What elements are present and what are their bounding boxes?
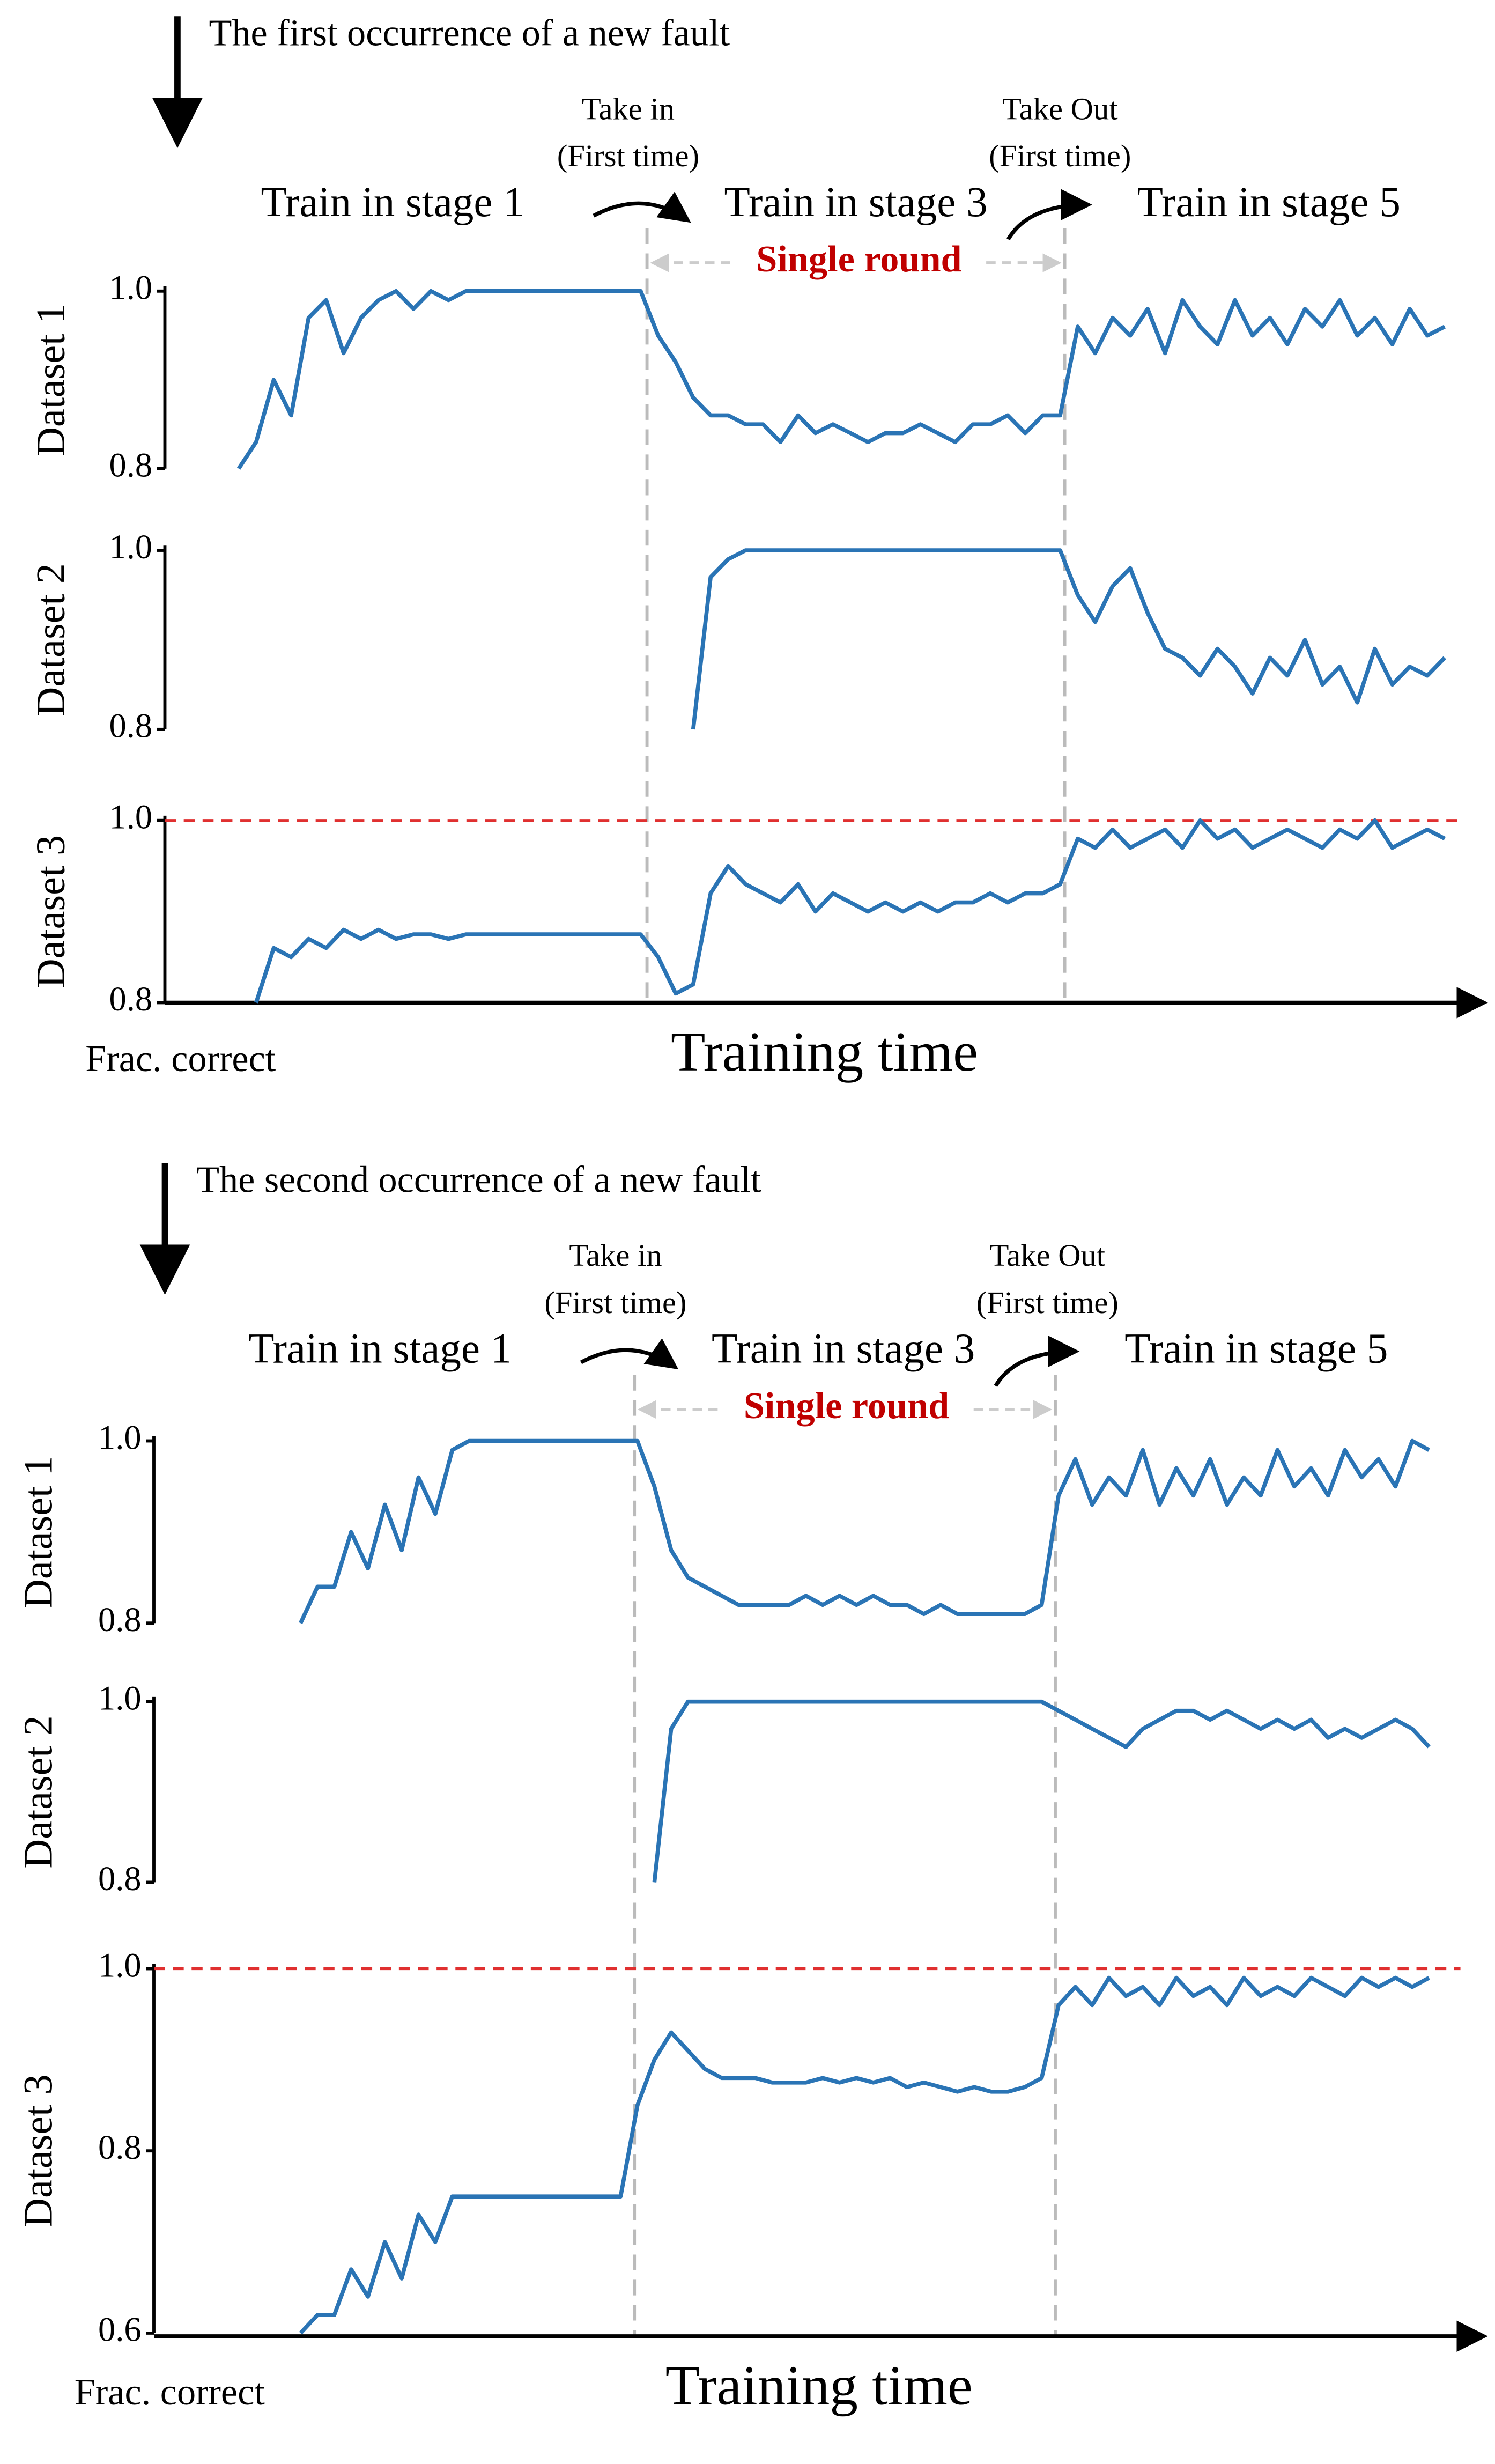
y-tick-label: 1.0 bbox=[98, 1679, 142, 1717]
take-out-arrow bbox=[1006, 189, 1092, 241]
y-axis-label: Dataset 3 bbox=[16, 2075, 61, 2227]
y-tick-label: 0.8 bbox=[98, 2128, 142, 2166]
series-line bbox=[236, 289, 1446, 470]
take-out-label: Take Out bbox=[1002, 91, 1117, 126]
take-out-arrow bbox=[994, 1336, 1080, 1387]
y-tick-label: 1.0 bbox=[98, 1418, 142, 1456]
fault-title: The second occurrence of a new fault bbox=[196, 1159, 761, 1200]
y-tick-label: 0.6 bbox=[98, 2311, 142, 2349]
stage-label: Train in stage 5 bbox=[1137, 179, 1401, 226]
x-axis-label: Training time bbox=[671, 1020, 978, 1083]
y-tick-label: 1.0 bbox=[109, 269, 153, 307]
take-in-label: (First time) bbox=[557, 138, 699, 173]
y-note: Frac. correct bbox=[85, 1038, 276, 1080]
y-axis-label: Dataset 1 bbox=[28, 304, 73, 456]
stage-label: Train in stage 5 bbox=[1124, 1326, 1388, 1373]
take-in-label: Take in bbox=[569, 1238, 662, 1273]
y-note: Frac. correct bbox=[75, 2371, 265, 2413]
fault-title: The first occurrence of a new fault bbox=[209, 12, 730, 54]
take-out-label: (First time) bbox=[989, 138, 1131, 173]
y-axis-label: Dataset 1 bbox=[16, 1456, 61, 1609]
y-tick-label: 1.0 bbox=[109, 798, 153, 836]
stage-label: Train in stage 1 bbox=[248, 1326, 512, 1373]
take-in-label: (First time) bbox=[544, 1285, 686, 1320]
x-axis-label: Training time bbox=[665, 2354, 973, 2416]
y-tick-label: 1.0 bbox=[109, 528, 153, 566]
series-line bbox=[691, 548, 1447, 730]
series-line bbox=[299, 1975, 1430, 2335]
series-line bbox=[299, 1438, 1430, 1624]
y-tick-label: 0.8 bbox=[98, 1860, 142, 1898]
y-tick-label: 0.8 bbox=[109, 980, 153, 1018]
series-line bbox=[652, 1699, 1431, 1883]
take-out-label: Take Out bbox=[990, 1238, 1105, 1273]
y-axis-label: Dataset 3 bbox=[28, 835, 73, 988]
take-in-arrow bbox=[593, 191, 691, 223]
y-axis-label: Dataset 2 bbox=[16, 1715, 61, 1868]
stage-label: Train in stage 1 bbox=[261, 179, 524, 226]
take-in-arrow bbox=[580, 1338, 679, 1370]
y-tick-label: 1.0 bbox=[98, 1946, 142, 1984]
y-tick-label: 0.8 bbox=[98, 1600, 142, 1639]
y-axis-label: Dataset 2 bbox=[28, 563, 73, 716]
y-tick-label: 0.8 bbox=[109, 707, 153, 745]
take-in-label: Take in bbox=[582, 91, 675, 126]
stage-label: Train in stage 3 bbox=[724, 179, 987, 226]
stage-label: Train in stage 3 bbox=[712, 1326, 975, 1373]
single-round-label: Single round bbox=[756, 238, 961, 280]
single-round-label: Single round bbox=[744, 1385, 949, 1427]
series-line bbox=[254, 818, 1446, 1004]
y-tick-label: 0.8 bbox=[109, 446, 153, 484]
take-out-label: (First time) bbox=[976, 1285, 1119, 1320]
